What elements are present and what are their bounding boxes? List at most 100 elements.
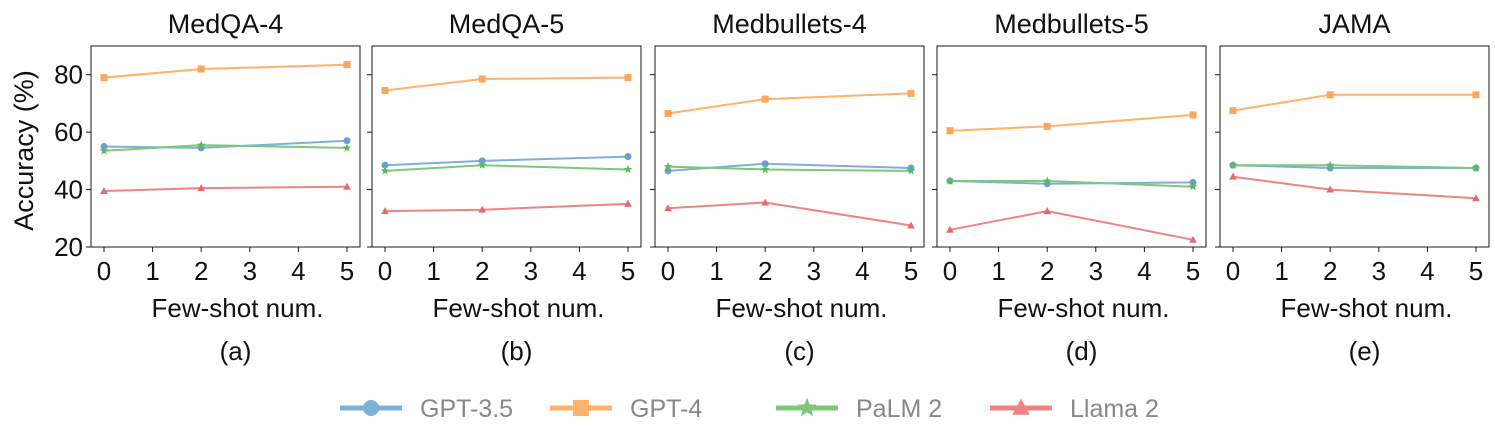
data-point: [946, 225, 954, 233]
data-point: [664, 109, 672, 117]
data-point: [946, 127, 954, 135]
x-tick-label: 4: [291, 256, 305, 286]
chart-panel-2: Medbullets-4 0 1 2 3 4 5 Few-shot num. (c): [650, 9, 925, 366]
legend-item-gpt-4: GPT-4: [550, 395, 702, 423]
data-point: [477, 160, 487, 169]
data-point: [342, 143, 352, 152]
legend-item-gpt-3-5: GPT-3.5: [340, 395, 513, 423]
plot-frame: [654, 45, 925, 248]
data-point: [196, 140, 206, 149]
series-line: [949, 210, 1194, 241]
x-tick-label: 4: [855, 256, 869, 286]
y-tick-label: 60: [54, 117, 83, 147]
series-line: [667, 92, 912, 115]
panel-caption: (c): [784, 336, 814, 366]
series-line: [103, 185, 348, 192]
data-point: [1229, 172, 1237, 180]
series-gpt-4: [664, 89, 915, 117]
data-point: [100, 186, 108, 194]
x-tick-label: 4: [1420, 256, 1434, 286]
x-tick-label: 0: [661, 256, 675, 286]
data-point: [381, 161, 389, 169]
series-llama-2: [1229, 172, 1480, 202]
data-point: [197, 184, 206, 192]
x-tick-label: 2: [194, 256, 208, 286]
chart-panel-0: MedQA-4 0 1 2 3 4 5 20 40 60 80 Few-shot num. (a) Acc…: [9, 9, 361, 366]
plot-frame: [936, 45, 1207, 248]
x-tick-label: 0: [97, 256, 111, 286]
series-llama-2: [100, 182, 351, 194]
data-point: [1189, 111, 1197, 119]
chart-panel-3: Medbullets-5 0 1 2 3 4 5 Few-shot num. (d): [932, 9, 1207, 366]
x-tick-label: 0: [378, 256, 392, 286]
data-point: [343, 182, 351, 190]
series-llama-2: [664, 198, 915, 229]
legend: GPT-3.5 GPT-4 PaLM 2 Llama 2: [340, 395, 1159, 423]
plot-frame: [371, 45, 642, 248]
x-tick-label: 2: [475, 256, 489, 286]
x-tick-label: 2: [1323, 256, 1337, 286]
data-point: [1472, 194, 1480, 202]
x-tick-label: 0: [943, 256, 957, 286]
x-tick-label: 5: [1469, 256, 1483, 286]
x-tick-label: 1: [709, 256, 723, 286]
data-point: [624, 153, 632, 161]
legend-item-llama-2: Llama 2: [990, 395, 1159, 423]
x-tick-label: 4: [1137, 256, 1151, 286]
series-palm-2: [663, 162, 916, 175]
x-tick-label: 1: [426, 256, 440, 286]
x-axis-label: Few-shot num.: [152, 293, 324, 323]
series-line: [384, 202, 629, 213]
series-line: [949, 113, 1194, 132]
legend-label: PaLM 2: [856, 395, 942, 423]
data-point: [1326, 185, 1335, 193]
x-axis-label: Few-shot num.: [1281, 293, 1453, 323]
series-line: [103, 144, 348, 152]
legend-marker: [1012, 398, 1030, 415]
legend-marker: [363, 400, 379, 416]
x-tick-label: 2: [758, 256, 772, 286]
legend-label: GPT-3.5: [420, 395, 513, 423]
series-gpt-4: [381, 74, 632, 95]
y-tick-label: 40: [54, 175, 83, 205]
x-axis-label: Few-shot num.: [716, 293, 888, 323]
data-point: [907, 221, 915, 229]
data-point: [1472, 91, 1480, 99]
x-tick-label: 4: [572, 256, 586, 286]
data-point: [381, 87, 389, 95]
data-point: [1042, 176, 1052, 185]
y-axis-label: Accuracy (%): [9, 70, 39, 231]
data-point: [760, 164, 770, 174]
data-point: [1228, 160, 1238, 169]
panel-caption: (d): [1066, 336, 1098, 366]
legend-marker: [797, 397, 817, 417]
data-point: [624, 199, 632, 207]
data-point: [906, 166, 916, 175]
series-line: [1232, 93, 1476, 112]
series-line: [384, 155, 629, 167]
data-point: [1188, 182, 1198, 191]
chart-title: MedQA-4: [168, 9, 284, 39]
data-point: [478, 75, 486, 83]
chart-panel-4: JAMA 0 1 2 3 4 5 Few-shot num. (e): [1215, 9, 1490, 366]
data-point: [761, 160, 769, 168]
data-point: [343, 61, 351, 69]
x-tick-label: 1: [1274, 256, 1288, 286]
x-tick-label: 3: [524, 256, 538, 286]
data-point: [664, 204, 672, 212]
series-llama-2: [946, 207, 1197, 243]
legend-label: GPT-4: [630, 395, 702, 423]
data-point: [663, 162, 673, 171]
data-point: [1043, 122, 1051, 130]
series-palm-2: [99, 140, 352, 155]
data-point: [100, 74, 108, 82]
data-point: [1325, 160, 1335, 169]
panel-caption: (b): [501, 336, 533, 366]
series-gpt-4: [100, 61, 351, 82]
series-palm-2: [380, 160, 633, 175]
y-tick-label: 20: [54, 232, 83, 262]
chart-title: Medbullets-5: [994, 9, 1149, 39]
series-line: [384, 76, 629, 92]
